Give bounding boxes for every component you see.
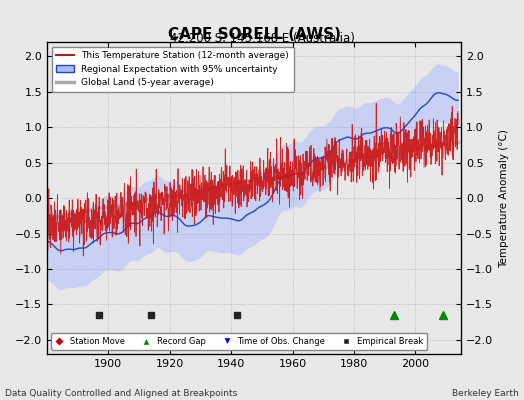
Legend: Station Move, Record Gap, Time of Obs. Change, Empirical Break: Station Move, Record Gap, Time of Obs. C… [51,333,428,350]
Y-axis label: Temperature Anomaly (°C): Temperature Anomaly (°C) [499,129,509,268]
Title: CAPE SORELL (AWS): CAPE SORELL (AWS) [168,27,341,42]
Text: 42.200 S, 145.168 E (Australia): 42.200 S, 145.168 E (Australia) [170,32,354,45]
Text: Data Quality Controlled and Aligned at Breakpoints: Data Quality Controlled and Aligned at B… [5,389,237,398]
Text: Berkeley Earth: Berkeley Earth [452,389,519,398]
